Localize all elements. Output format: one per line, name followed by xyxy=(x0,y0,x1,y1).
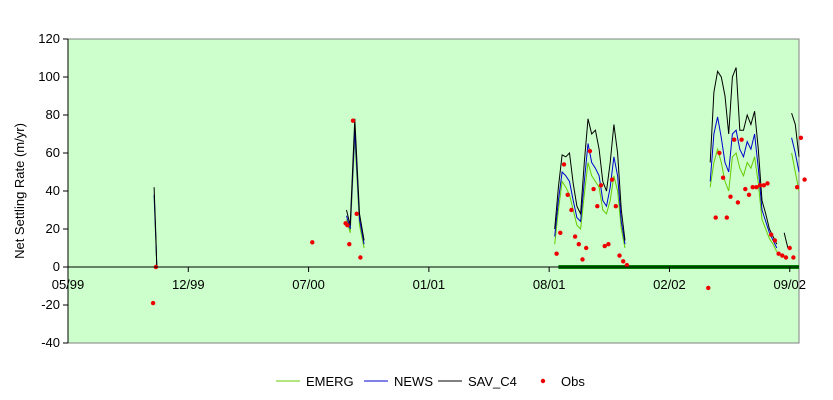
obs-point xyxy=(606,242,611,247)
obs-point xyxy=(776,251,781,256)
y-tick-label: 0 xyxy=(53,259,60,274)
obs-point xyxy=(310,240,315,245)
obs-point xyxy=(794,185,800,190)
y-tick-label: 120 xyxy=(38,31,60,46)
obs-point xyxy=(354,211,359,216)
obs-point xyxy=(598,183,604,188)
y-axis-label: Net Settling Rate (m/yr) xyxy=(12,123,27,259)
obs-point xyxy=(713,215,718,220)
plot-area xyxy=(67,38,800,344)
obs-point xyxy=(347,242,352,247)
obs-point xyxy=(743,186,748,192)
series-line-sav-c4 xyxy=(554,118,626,241)
obs-point xyxy=(791,255,796,260)
obs-point xyxy=(772,238,778,243)
x-tick-label: 07/00 xyxy=(292,277,325,292)
obs-point xyxy=(717,150,722,156)
x-tick-label: 09/02 xyxy=(773,277,806,292)
obs-point xyxy=(724,215,729,220)
obs-point xyxy=(780,253,785,258)
obs-point xyxy=(613,204,618,209)
obs-point xyxy=(572,234,578,239)
obs-point xyxy=(587,148,593,154)
obs-point xyxy=(609,177,615,182)
y-tick-label: -40 xyxy=(41,335,60,350)
legend-label-emerg: EMERG xyxy=(306,374,354,389)
y-tick-label: 40 xyxy=(46,183,60,198)
y-tick-label: 60 xyxy=(46,145,60,160)
obs-point xyxy=(750,185,755,190)
series-line-emerg xyxy=(709,147,778,253)
y-tick-label: 20 xyxy=(46,221,60,236)
axes-layer: -40 -20 0 20 40 60 80 100 120 05/99 12/99 07/00 01/0… xyxy=(38,31,806,350)
legend: EMERG NEWS SAV_C4 Obs xyxy=(276,374,585,389)
obs-point xyxy=(569,207,574,213)
obs-point xyxy=(761,183,766,188)
obs-point xyxy=(787,245,792,251)
obs-point xyxy=(757,183,763,188)
x-tick-label: 08/01 xyxy=(533,277,566,292)
x-tick-label: 02/02 xyxy=(653,277,686,292)
x-tick-label: 12/99 xyxy=(172,277,205,292)
obs-point xyxy=(783,255,789,260)
obs-point xyxy=(150,300,156,306)
obs-point xyxy=(735,200,741,205)
obs-point xyxy=(765,181,770,186)
x-tick-label: 05/99 xyxy=(52,277,85,292)
obs-point xyxy=(706,285,711,291)
obs-point xyxy=(728,194,733,199)
obs-point xyxy=(565,192,570,197)
legend-label-news: NEWS xyxy=(394,374,433,389)
obs-point xyxy=(798,135,804,140)
obs-point xyxy=(580,257,585,262)
obs-point xyxy=(754,185,759,190)
legend-label-sav-c4: SAV_C4 xyxy=(468,374,517,389)
obs-point xyxy=(591,186,596,192)
series-line-news xyxy=(791,137,800,173)
obs-point xyxy=(621,259,626,264)
obs-point xyxy=(345,223,350,228)
y-tick-label: 80 xyxy=(46,107,60,122)
obs-point xyxy=(602,243,607,249)
obs-point xyxy=(561,162,567,167)
series-line-news xyxy=(709,116,778,249)
obs-point xyxy=(769,232,774,237)
obs-point xyxy=(739,137,744,142)
series-line-sav-c4 xyxy=(791,112,800,157)
obs-point xyxy=(624,262,630,268)
obs-point xyxy=(584,245,589,251)
obs-point xyxy=(554,251,559,256)
obs-point xyxy=(558,230,563,235)
x-tick-label: 01/01 xyxy=(413,277,446,292)
series-line-sav-c4 xyxy=(153,187,158,268)
obs-point xyxy=(720,175,726,180)
y-tick-label: 100 xyxy=(38,69,60,84)
obs-point xyxy=(595,204,600,209)
obs-point xyxy=(802,177,807,182)
legend-swatch-obs xyxy=(540,378,546,384)
obs-point xyxy=(350,118,356,123)
series-line-sav-c4 xyxy=(783,232,789,249)
obs-point xyxy=(732,137,737,142)
series-line-emerg xyxy=(791,152,800,192)
series-line-sav-c4 xyxy=(709,67,778,245)
obs-point xyxy=(746,192,752,197)
obs-point xyxy=(617,253,622,258)
legend-label-obs: Obs xyxy=(561,374,585,389)
obs-point xyxy=(358,255,363,260)
y-tick-label: -20 xyxy=(41,297,60,312)
series-line-sav-c4 xyxy=(346,118,365,241)
obs-point xyxy=(576,242,581,247)
